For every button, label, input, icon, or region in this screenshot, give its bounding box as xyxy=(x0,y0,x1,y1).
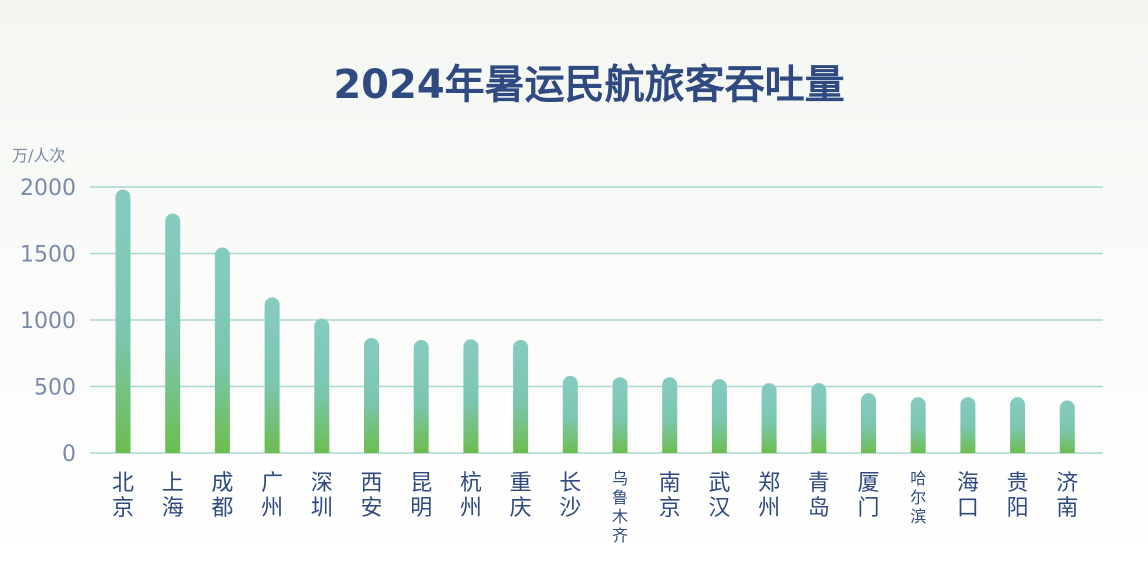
x-tick-label: 重庆 xyxy=(510,471,532,521)
bar-6 xyxy=(413,339,429,453)
y-axis-ticks: 0 500 1000 1500 2000 xyxy=(20,176,76,467)
y-tick-label: 500 xyxy=(34,376,76,401)
y-tick-label: 2000 xyxy=(20,176,76,201)
bar-15 xyxy=(861,393,876,453)
x-tick-label: 乌鲁木齐 xyxy=(612,469,628,545)
x-tick-label: 济南 xyxy=(1056,471,1078,521)
y-tick-label: 1500 xyxy=(20,243,76,268)
bar-2 xyxy=(214,247,230,453)
gridlines xyxy=(90,186,1103,454)
bar-11 xyxy=(662,377,678,453)
bar-17 xyxy=(960,397,976,453)
y-axis-unit: 万/人次 xyxy=(12,146,65,165)
x-tick-label: 贵阳 xyxy=(1007,471,1029,521)
x-tick-label: 北京 xyxy=(112,471,134,521)
bar-5 xyxy=(364,337,379,453)
bar-1 xyxy=(165,213,181,453)
x-tick-label: 青岛 xyxy=(808,471,830,521)
bar-12 xyxy=(711,379,727,453)
bar-3 xyxy=(264,297,280,453)
bar-9 xyxy=(562,375,578,453)
x-tick-label: 厦门 xyxy=(857,471,879,521)
x-tick-label: 成都 xyxy=(211,471,233,521)
y-tick-label: 1000 xyxy=(20,309,76,334)
bar-10 xyxy=(612,377,628,453)
x-tick-label: 郑州 xyxy=(758,471,780,521)
bar-14 xyxy=(811,383,827,453)
x-tick-label: 广州 xyxy=(261,471,283,521)
x-tick-label: 武汉 xyxy=(708,471,730,521)
bar-18 xyxy=(1010,397,1026,453)
x-tick-label: 深圳 xyxy=(311,471,333,521)
x-tick-label: 海口 xyxy=(957,471,979,521)
bars xyxy=(115,189,1075,453)
x-tick-label: 长沙 xyxy=(559,471,581,521)
bar-7 xyxy=(463,339,479,453)
x-tick-label: 昆明 xyxy=(410,471,432,521)
x-tick-label: 杭州 xyxy=(460,471,482,521)
bar-16 xyxy=(910,397,926,453)
bar-13 xyxy=(761,383,777,453)
x-tick-label: 上海 xyxy=(162,471,184,521)
x-tick-label: 哈尔滨 xyxy=(910,469,926,526)
y-tick-label: 0 xyxy=(62,442,76,467)
bar-0 xyxy=(115,189,131,453)
x-tick-label: 南京 xyxy=(659,471,681,521)
bar-8 xyxy=(513,339,529,453)
bar-19 xyxy=(1059,400,1075,453)
bar-4 xyxy=(314,318,330,453)
chart-title: 2024年暑运民航旅客吞吐量 xyxy=(333,62,844,108)
x-tick-label: 西安 xyxy=(360,471,382,521)
